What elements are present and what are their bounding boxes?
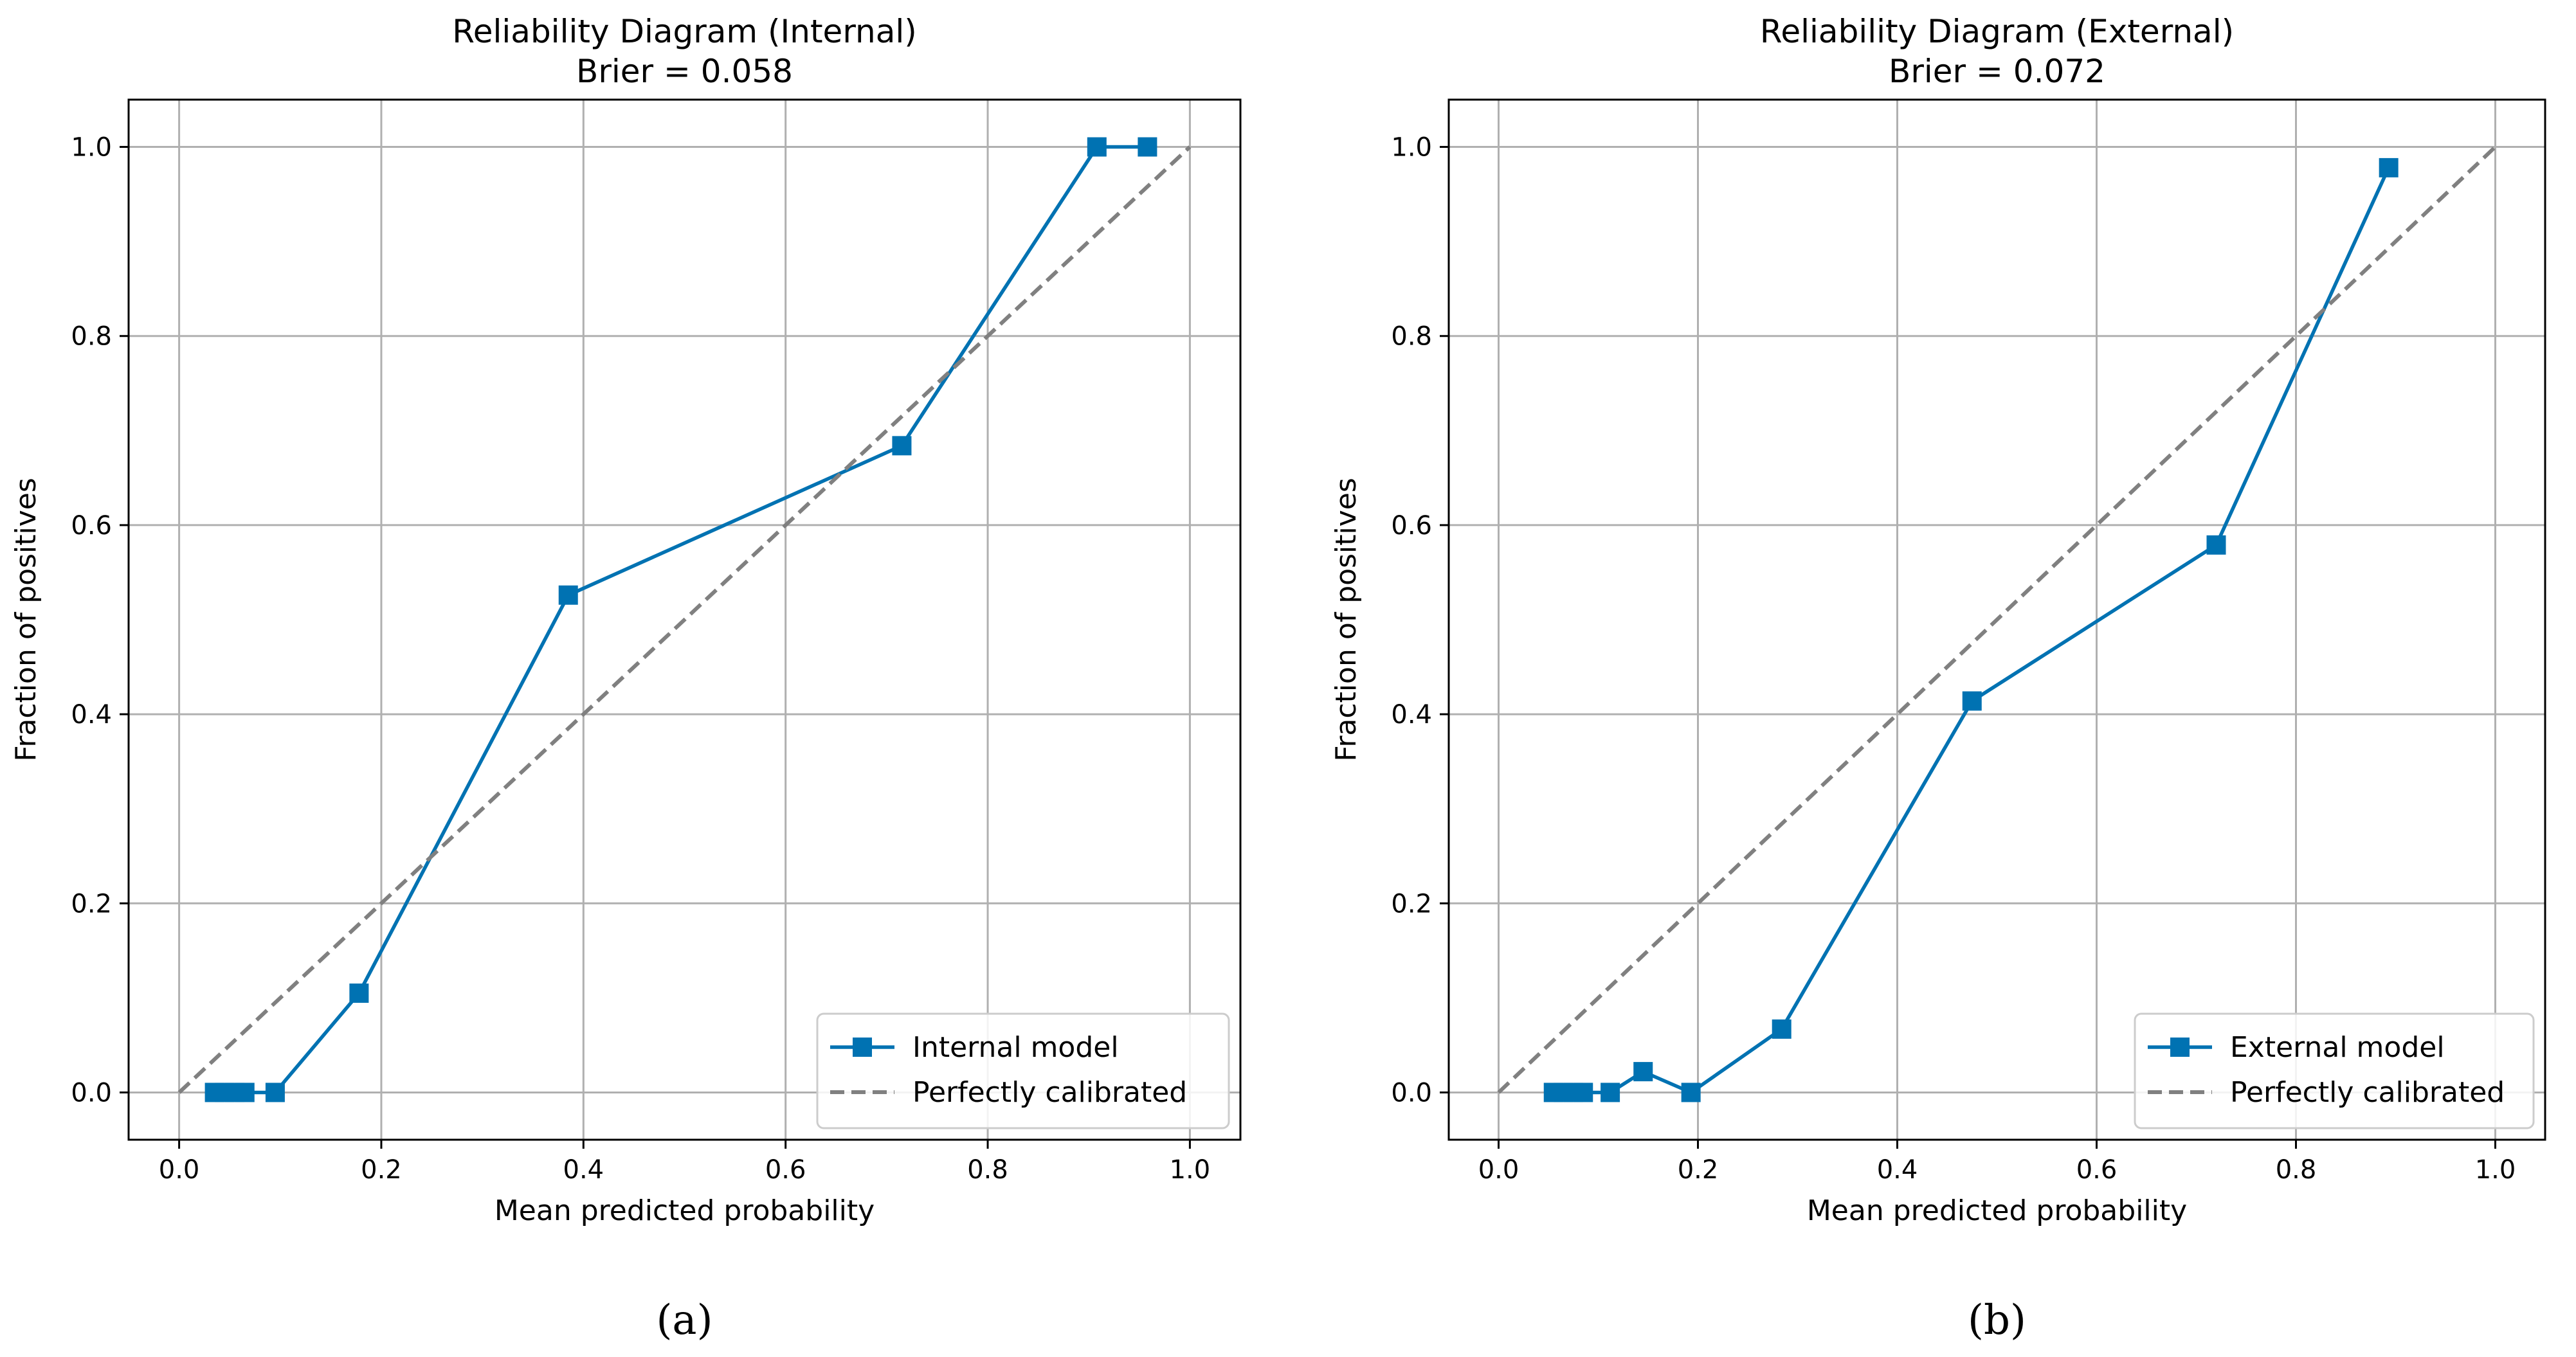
x-tick-label: 0.2 [1678, 1155, 1719, 1185]
y-axis-label: Fraction of positives [1330, 478, 1363, 762]
x-tick-label: 0.6 [765, 1155, 806, 1185]
x-tick-label: 0.8 [967, 1155, 1008, 1185]
series-line-0 [214, 145, 1148, 1095]
series-line-0 [1553, 166, 2391, 1095]
y-tick-label: 0.4 [71, 700, 112, 730]
x-tick-label: 0.6 [2076, 1155, 2118, 1185]
data-point-marker [1601, 1083, 1620, 1102]
perfect-calibration-line [1497, 145, 2497, 1094]
data-point-marker [1138, 137, 1157, 157]
y-tick-label: 0.0 [71, 1078, 112, 1108]
x-tick-label: 0.4 [1877, 1155, 1918, 1185]
chart-title: Reliability Diagram (Internal) [452, 13, 916, 50]
data-point-marker [1681, 1083, 1701, 1102]
y-tick-label: 1.0 [1391, 133, 1432, 163]
x-axis-label: Mean predicted probability [1807, 1194, 2187, 1227]
legend-entry-label: Perfectly calibrated [912, 1076, 1187, 1109]
legend-marker-swatch [2170, 1038, 2190, 1057]
x-axis-label: Mean predicted probability [494, 1194, 875, 1227]
y-tick-label: 0.0 [1391, 1078, 1432, 1108]
data-point-marker [2206, 535, 2226, 555]
panel-label: (b) [1968, 1297, 2026, 1344]
y-tick-label: 0.2 [71, 889, 112, 919]
x-tick-label: 1.0 [2475, 1155, 2516, 1185]
plot-frame [127, 98, 1242, 1141]
chart-subtitle: Brier = 0.072 [1889, 53, 2105, 90]
chart-panel-b: 0.0 0.2 0.4 0.6 0.8 1.0 0.0 0.2 0.4 0.6 0.8 1.0 Mean… [1330, 13, 2546, 1344]
x-tick-label: 0.0 [1478, 1155, 1519, 1185]
legend: External model Perfectly calibrated [2134, 1012, 2535, 1129]
data-point-marker [349, 984, 369, 1003]
x-tick-label: 1.0 [1170, 1155, 1211, 1185]
legend-entry-label: External model [2230, 1031, 2445, 1064]
data-point-marker [2379, 157, 2399, 177]
legend-box [816, 1012, 1230, 1129]
panel-label: (a) [656, 1297, 712, 1344]
legend-marker-swatch [853, 1038, 872, 1057]
data-point-marker [1574, 1083, 1593, 1102]
y-tick-label: 0.6 [1391, 511, 1432, 541]
x-tick-label: 0.2 [361, 1155, 402, 1185]
legend-entry-label: Internal model [912, 1031, 1119, 1064]
data-point-marker [235, 1083, 255, 1102]
data-point-marker [265, 1083, 285, 1102]
y-tick-label: 0.6 [71, 511, 112, 541]
plot-frame [1447, 98, 2546, 1141]
x-tick-label: 0.0 [159, 1155, 200, 1185]
legend: Internal model Perfectly calibrated [816, 1012, 1230, 1129]
legend-box [2134, 1012, 2535, 1129]
y-tick-label: 0.4 [1391, 700, 1432, 730]
x-tick-label: 0.8 [2276, 1155, 2317, 1185]
chart-panel-a: 0.0 0.2 0.4 0.6 0.8 1.0 0.0 0.2 0.4 0.6 0.8 1.0 Mean… [10, 13, 1242, 1344]
chart-title: Reliability Diagram (External) [1760, 13, 2234, 50]
y-tick-label: 0.8 [71, 322, 112, 352]
y-tick-label: 1.0 [71, 133, 112, 163]
data-point-marker [558, 585, 578, 605]
legend-entry-label: Perfectly calibrated [2230, 1076, 2505, 1109]
y-tick-label: 0.2 [1391, 889, 1432, 919]
data-point-marker [1962, 691, 1982, 711]
chart-subtitle: Brier = 0.058 [576, 53, 793, 90]
y-tick-label: 0.8 [1391, 322, 1432, 352]
y-axis-label: Fraction of positives [10, 478, 42, 762]
data-point-marker [892, 436, 912, 456]
data-point-marker [1087, 137, 1107, 157]
data-point-marker [1633, 1062, 1653, 1082]
perfect-calibration-line [177, 145, 1192, 1094]
data-point-marker [1772, 1019, 1791, 1039]
x-tick-label: 0.4 [563, 1155, 604, 1185]
